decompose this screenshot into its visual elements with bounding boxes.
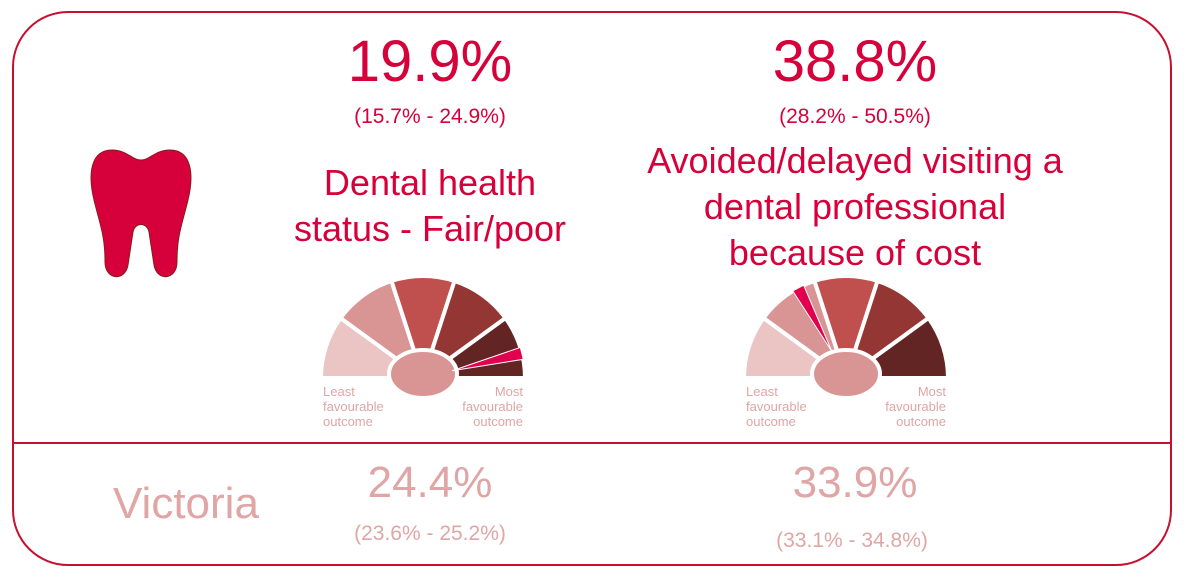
victoria-value: 24.4% [367, 458, 493, 507]
gauge-left-label: favourable [746, 399, 807, 414]
gauge-right-label: favourable [885, 399, 946, 414]
region-label: Victoria [113, 479, 259, 528]
indicator-label: Avoided/delayed visiting a [647, 140, 1063, 181]
gauge-left-label: outcome [746, 414, 796, 429]
indicator-label: Dental health [323, 162, 537, 203]
gauge-left-label: Least [323, 384, 355, 399]
victoria-value: 33.9% [792, 458, 918, 507]
gauge-right-label: Most [917, 384, 946, 399]
indicator-value: 38.8% [772, 29, 938, 94]
gauge-right-label: outcome [473, 414, 523, 429]
gauge-needle [792, 284, 833, 352]
victoria-ci: (23.6% - 25.2%) [354, 522, 506, 545]
frame [12, 11, 1172, 566]
gauge-left-label: outcome [323, 414, 373, 429]
confidence-interval: (28.2% - 50.5%) [779, 105, 931, 128]
gauge-right-label: favourable [462, 399, 523, 414]
indicator-value: 19.9% [347, 29, 513, 94]
gauge-hub [387, 348, 459, 400]
gauge-left-label: favourable [323, 399, 384, 414]
confidence-interval: (15.7% - 24.9%) [354, 105, 506, 128]
indicator-label: dental professional [703, 186, 1007, 227]
gauge-right-label: Most [494, 384, 523, 399]
gauge-left-label: Least [746, 384, 778, 399]
indicator-label: status - Fair/poor [293, 208, 567, 249]
gauge-needle [451, 346, 524, 372]
gauge-hub [810, 348, 882, 400]
tooth-icon [90, 149, 192, 278]
victoria-ci: (33.1% - 34.8%) [776, 529, 928, 552]
gauge-right-label: outcome [896, 414, 946, 429]
indicator-label: because of cost [728, 232, 982, 273]
